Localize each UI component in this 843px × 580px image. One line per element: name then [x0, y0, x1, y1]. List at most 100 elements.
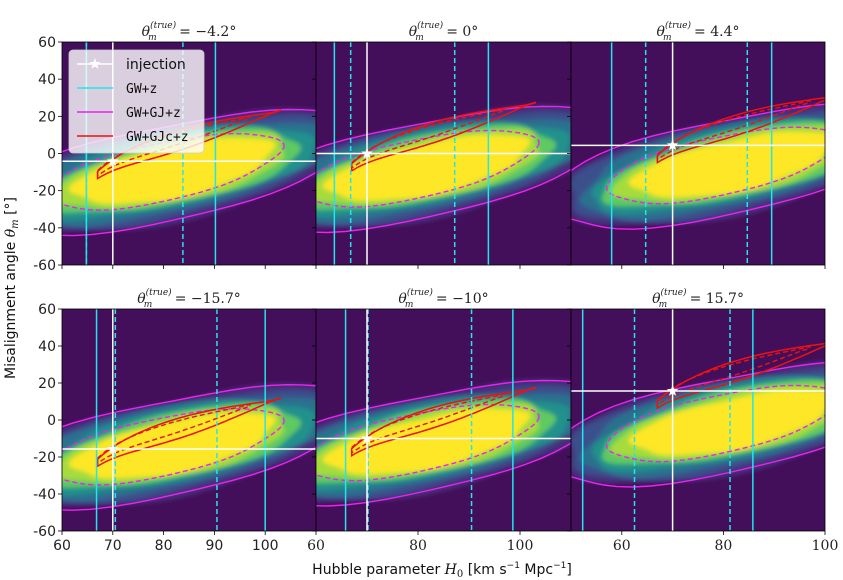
title-symbol: θ	[652, 291, 661, 307]
xlabel-mid: Mpc	[520, 562, 553, 578]
density-group	[571, 102, 825, 226]
gw-gj-z-contour-90	[316, 379, 571, 507]
x-tick-label: 90	[205, 538, 223, 554]
y-tick-label: 20	[38, 376, 56, 392]
xlabel-sub: 0	[457, 569, 463, 580]
y-tick-label: 60	[38, 302, 56, 318]
density-group	[316, 379, 571, 503]
y-tick-label: -20	[33, 450, 56, 466]
title-value: 15.7°	[706, 291, 744, 307]
y-tick-label: -60	[33, 524, 56, 540]
gw-gjc-z-contour-90	[350, 386, 537, 458]
ylabel-pre: Misalignment angle	[3, 237, 19, 379]
title-value: −10°	[452, 291, 489, 307]
panel-2: θ(true) m = 4.4°	[567, 20, 826, 269]
title-value: 4.4°	[710, 24, 739, 40]
legend-label-gw-gj-z: GW+GJ+z	[126, 106, 181, 121]
gw-gj-z-contour-50	[62, 407, 285, 486]
xlabel-pre: Hubble parameter	[312, 562, 445, 578]
density-level-6	[628, 131, 825, 198]
injection-star-icon	[361, 147, 373, 159]
panel-title: θ(true) m = 4.4°	[657, 20, 740, 43]
xlabel-sup2: −1	[553, 561, 566, 571]
panel-plot-area	[571, 309, 825, 531]
gw-gj-z-contour-50	[605, 126, 825, 205]
injection-star-icon	[666, 384, 679, 396]
y-tick-label: -60	[33, 258, 56, 274]
title-eq: =	[431, 291, 452, 307]
xlabel-symbol: H	[444, 562, 458, 578]
title-sub: m	[663, 33, 672, 43]
x-tick-label: 60	[307, 538, 325, 554]
y-tick-label: 60	[38, 35, 56, 51]
gw-gjc-z-contour-50	[351, 392, 506, 455]
y-tick-label: -20	[33, 184, 56, 200]
title-sup: (true)	[407, 287, 434, 298]
gw-gj-z-contour-90	[62, 383, 316, 511]
x-tick-label: 60	[53, 538, 71, 554]
title-sup: (true)	[150, 20, 177, 31]
density-level-6	[628, 389, 825, 456]
title-sub: m	[405, 300, 414, 310]
gw-gjc-z-contour-50	[351, 107, 506, 170]
panel-4: 60 80 100 θ(true) m = −10°	[307, 287, 572, 554]
panel-title: θ(true) m = −15.7°	[137, 287, 241, 310]
gw-gj-z-contour-50	[605, 384, 825, 463]
title-eq: =	[685, 291, 706, 307]
svg-text:Hubble parameter H0 [km s−1 Mp: Hubble parameter H0 [km s−1 Mpc−1]	[312, 561, 572, 580]
x-tick-label: 100	[507, 538, 534, 554]
legend-label-injection: injection	[126, 57, 186, 73]
panel-title: θ(true) m = −10°	[398, 287, 488, 310]
y-tick-label: 40	[38, 339, 56, 355]
gw-gjc-z-contour-90	[96, 397, 282, 468]
panel-plot-area	[316, 42, 571, 265]
svg-text:Misalignment angle θm [°]: Misalignment angle θm [°]	[3, 197, 21, 379]
x-tick-label: 100	[252, 538, 279, 554]
y-tick-label: 40	[38, 72, 56, 88]
x-tick-label: 80	[714, 538, 732, 554]
gw-gjc-z-contour-90	[350, 101, 537, 173]
ylabel-post: [°]	[3, 197, 19, 219]
title-symbol: θ	[657, 24, 666, 40]
title-sup: (true)	[661, 287, 688, 298]
y-tick-label: -40	[33, 221, 56, 237]
injection-star-icon	[107, 155, 119, 167]
y-tick-label: 20	[38, 109, 56, 125]
title-symbol: θ	[398, 291, 407, 307]
legend-box	[68, 49, 205, 154]
title-symbol: θ	[142, 24, 151, 40]
panel-title: θ(true) m = 0°	[409, 20, 479, 43]
panel-plot-area	[316, 309, 571, 531]
panel-plot-area	[62, 309, 316, 531]
injection-star-icon	[107, 443, 119, 454]
gw-gj-z-contour-90	[316, 105, 571, 234]
title-eq: =	[442, 24, 463, 40]
density-level-6	[322, 134, 531, 201]
x-tick-label: 60	[613, 538, 631, 554]
title-eq: =	[170, 291, 191, 307]
y-tick-label: 0	[47, 413, 56, 429]
xlabel-end: ]	[566, 562, 571, 578]
panel-plot-area	[571, 42, 825, 265]
title-sup: (true)	[665, 20, 692, 31]
x-tick-label: 80	[409, 538, 427, 554]
y-axis-label: Misalignment angle θm [°]	[3, 197, 21, 379]
gw-gj-z-contour-90	[62, 108, 316, 237]
gw-gjc-z-contour-90	[656, 96, 825, 164]
xlabel-post: [km s	[463, 562, 506, 578]
title-value: 0°	[462, 24, 478, 40]
x-tick-label: 80	[155, 538, 173, 554]
panel-title: θ(true) m = −4.2°	[142, 20, 237, 43]
title-value: −4.2°	[195, 24, 236, 40]
title-symbol: θ	[137, 291, 146, 307]
y-tick-label: -40	[33, 487, 56, 503]
ylabel-sub: m	[10, 219, 21, 228]
title-sup: (true)	[146, 287, 173, 298]
gw-gj-z-contour-50	[316, 129, 540, 208]
ylabel-symbol: θ	[3, 228, 19, 237]
gw-gjc-z-contour-50	[656, 99, 811, 162]
density-group	[316, 104, 571, 229]
density-level-6	[68, 138, 276, 204]
